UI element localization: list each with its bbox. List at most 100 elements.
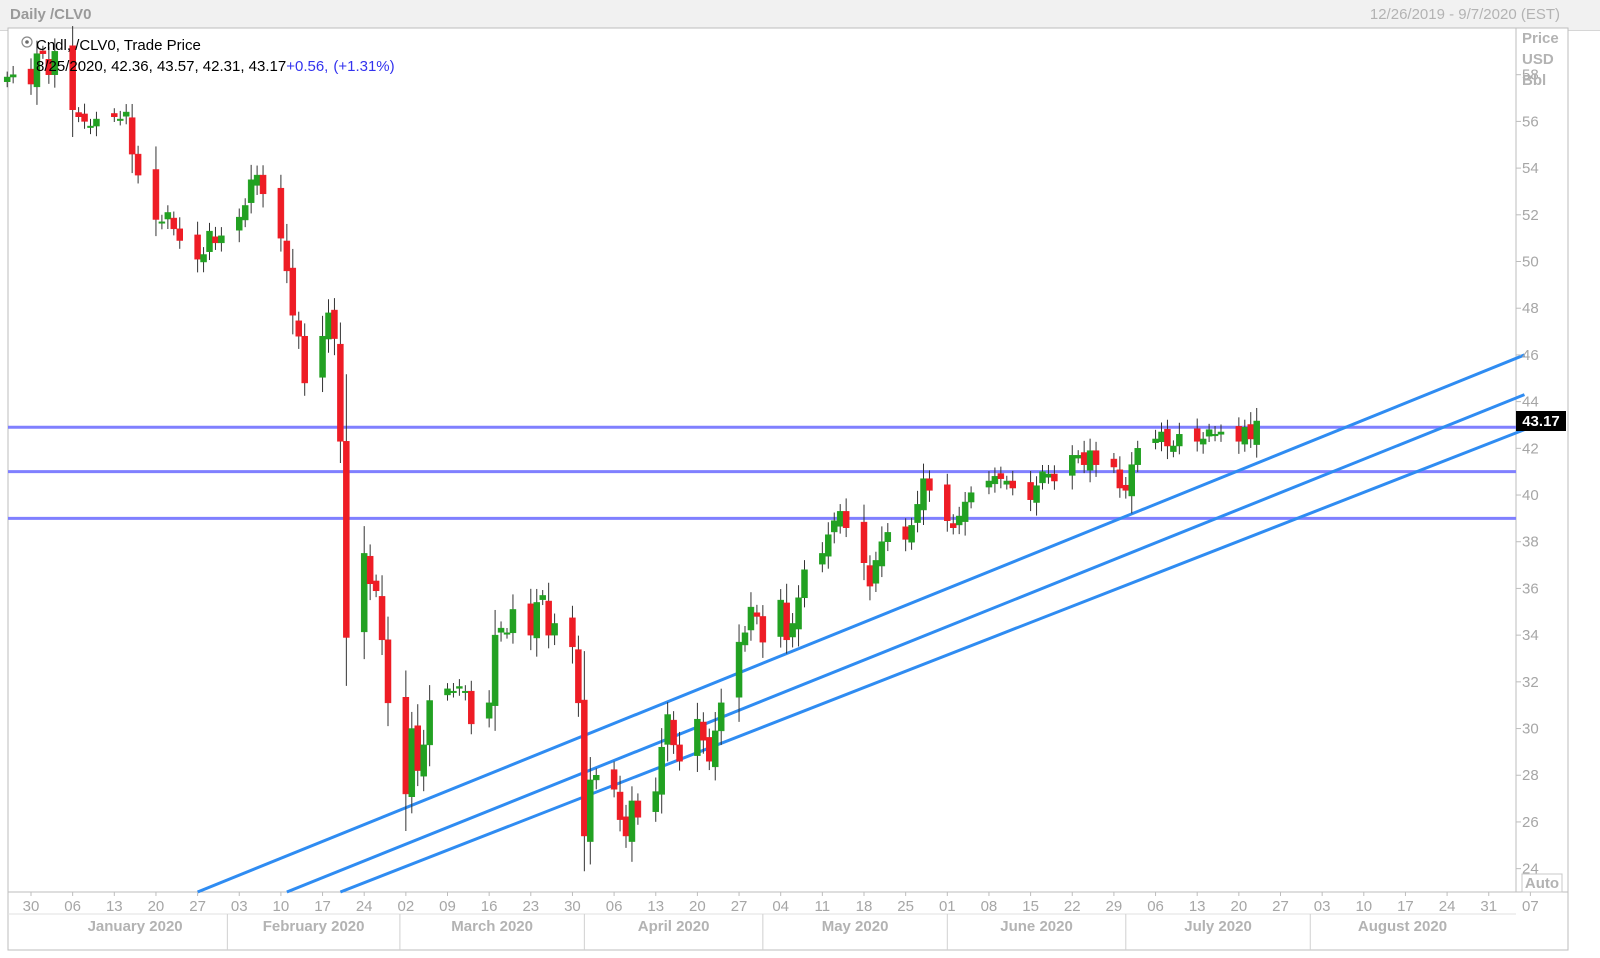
- candle-body: [1134, 448, 1141, 465]
- candle-body: [741, 632, 749, 646]
- candle-body: [795, 597, 802, 630]
- candle-body: [420, 744, 427, 777]
- candle-body: [212, 236, 219, 244]
- candle-body: [920, 478, 927, 511]
- x-tick-label: 16: [481, 898, 498, 915]
- candle-body: [426, 700, 433, 746]
- candle-body: [545, 600, 552, 636]
- legend-title: Cndl, /CLV0, Trade Price: [36, 37, 201, 54]
- candle-body: [301, 335, 308, 384]
- candle-body: [759, 616, 767, 643]
- month-label: August 2020: [1358, 918, 1447, 935]
- candle-body: [914, 504, 921, 523]
- candle-body: [1235, 426, 1243, 442]
- candle-body: [93, 118, 100, 127]
- candle-body: [176, 228, 183, 241]
- candle-body: [676, 744, 683, 762]
- candle-body: [152, 169, 160, 220]
- plot-area[interactable]: [7, 27, 1517, 893]
- candle-body: [33, 53, 41, 88]
- legend: Cndl, /CLV0, Trade Price 8/25/2020, 42.3…: [21, 36, 395, 75]
- month-label: May 2020: [822, 918, 889, 935]
- price-axis[interactable]: [1515, 27, 1569, 893]
- candle-body: [842, 511, 850, 528]
- x-tick-label: 13: [647, 898, 664, 915]
- time-axis[interactable]: [7, 891, 1569, 951]
- candle-body: [747, 606, 755, 631]
- axis-title-price: Price: [1522, 30, 1559, 47]
- candle-body: [277, 187, 285, 239]
- auto-scale-button[interactable]: [1521, 873, 1563, 893]
- x-tick-label: 04: [772, 898, 789, 915]
- candle-body: [509, 609, 517, 634]
- trend-lines[interactable]: [197, 353, 1526, 894]
- candle-body: [485, 702, 493, 719]
- candle-body: [735, 641, 743, 698]
- candle-body: [1110, 458, 1118, 468]
- candle-body: [289, 267, 297, 316]
- y-tick-label: 46: [1522, 347, 1539, 364]
- candle-body: [670, 719, 677, 746]
- candle-body: [283, 240, 291, 272]
- x-tick-label: 27: [731, 898, 748, 915]
- candle-body: [128, 117, 136, 155]
- candle-body: [551, 623, 558, 636]
- candle-body: [39, 50, 47, 54]
- candle-body: [414, 725, 421, 771]
- title-bar: Daily /CLV0 12/26/2019 - 9/7/2020 (EST): [0, 0, 1600, 31]
- x-tick-label: 13: [1189, 898, 1206, 915]
- candle-body: [777, 599, 784, 637]
- candle-body: [575, 649, 582, 704]
- x-tick-label: 20: [689, 898, 706, 915]
- y-tick-label: 32: [1522, 674, 1539, 691]
- candle-body: [343, 441, 350, 638]
- candle-body: [539, 595, 546, 600]
- horizontal-lines[interactable]: [8, 425, 1516, 520]
- x-tick-label: 23: [522, 898, 539, 915]
- candle-body: [593, 774, 600, 781]
- candle-body: [3, 76, 11, 82]
- candle-body: [1193, 428, 1201, 442]
- candle-body: [783, 602, 790, 641]
- x-tick-label: 18: [856, 898, 873, 915]
- y-tick-label: 54: [1522, 160, 1539, 177]
- candle-body: [241, 205, 249, 221]
- y-tick-label: 40: [1522, 487, 1539, 504]
- candle-body: [950, 523, 957, 528]
- candle-body: [1199, 438, 1207, 445]
- candle-body: [1247, 424, 1254, 440]
- x-tick-label: 30: [564, 898, 581, 915]
- y-tick-label: 30: [1522, 721, 1539, 738]
- y-tick-label: 58: [1522, 67, 1539, 84]
- candle-body: [1027, 482, 1034, 500]
- candle-body: [1217, 431, 1225, 435]
- candle-body: [717, 702, 725, 732]
- x-tick-label: 06: [606, 898, 623, 915]
- x-tick-label: 20: [148, 898, 165, 915]
- candle-body: [1128, 464, 1135, 497]
- candle-body: [1045, 473, 1052, 478]
- candle-body: [236, 216, 243, 231]
- candle-body: [444, 688, 451, 696]
- candle-body: [658, 746, 665, 795]
- candle-body: [134, 153, 142, 176]
- candle-body: [218, 235, 225, 244]
- month-label: July 2020: [1184, 918, 1252, 935]
- y-tick-label: 36: [1522, 580, 1539, 597]
- x-tick-label: 20: [1231, 898, 1248, 915]
- candle-body: [378, 596, 386, 641]
- month-label: June 2020: [1000, 918, 1073, 935]
- month-label: January 2020: [88, 918, 183, 935]
- x-tick-label: 06: [1147, 898, 1164, 915]
- candle-body: [1253, 420, 1260, 445]
- candle-body: [819, 553, 826, 565]
- candle-body: [253, 174, 261, 186]
- candle-body: [51, 51, 59, 75]
- legend-change: +0.56,: [286, 58, 328, 75]
- x-tick-label: 29: [1106, 898, 1123, 915]
- legend-ohlc: 8/25/2020, 42.36, 43.57, 42.31, 43.17: [36, 58, 286, 75]
- candle-body: [1051, 473, 1058, 482]
- candle-body: [1211, 434, 1219, 437]
- last-price-label: 43.17: [1522, 413, 1560, 430]
